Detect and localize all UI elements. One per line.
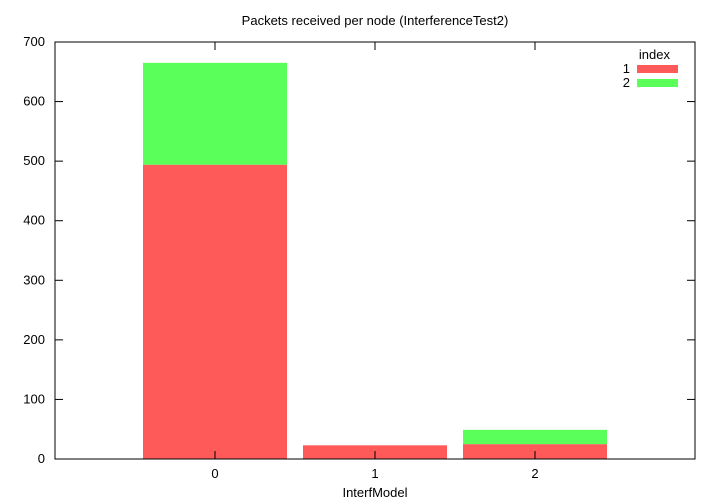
x-axis: 0 1 2 — [211, 42, 539, 481]
legend-label-1: 1 — [623, 61, 630, 76]
legend-title: index — [639, 47, 671, 62]
y-tick-label: 100 — [23, 391, 45, 406]
legend-swatch-1 — [637, 65, 678, 73]
y-tick-label: 300 — [23, 272, 45, 287]
x-tick-label: 2 — [531, 466, 538, 481]
y-tick-label: 400 — [23, 213, 45, 228]
y-tick-label: 600 — [23, 94, 45, 109]
bars-group — [143, 62, 607, 459]
bar-series-2-cat-2 — [463, 429, 607, 445]
bar-series-1-cat-0 — [143, 164, 287, 459]
legend: index 12 — [623, 47, 678, 90]
y-tick-label: 500 — [23, 153, 45, 168]
x-tick-label: 0 — [211, 466, 218, 481]
bar-series-2-cat-0 — [143, 62, 287, 165]
legend-label-2: 2 — [623, 75, 630, 90]
x-tick-label: 1 — [371, 466, 378, 481]
x-axis-label: InterfModel — [342, 485, 407, 500]
legend-swatch-2 — [637, 79, 678, 87]
y-tick-label: 200 — [23, 332, 45, 347]
y-tick-label: 700 — [23, 34, 45, 49]
y-tick-label: 0 — [38, 451, 45, 466]
y-axis: 0 100 200 300 400 500 600 700 — [23, 34, 695, 466]
chart-title: Packets received per node (InterferenceT… — [242, 13, 509, 28]
